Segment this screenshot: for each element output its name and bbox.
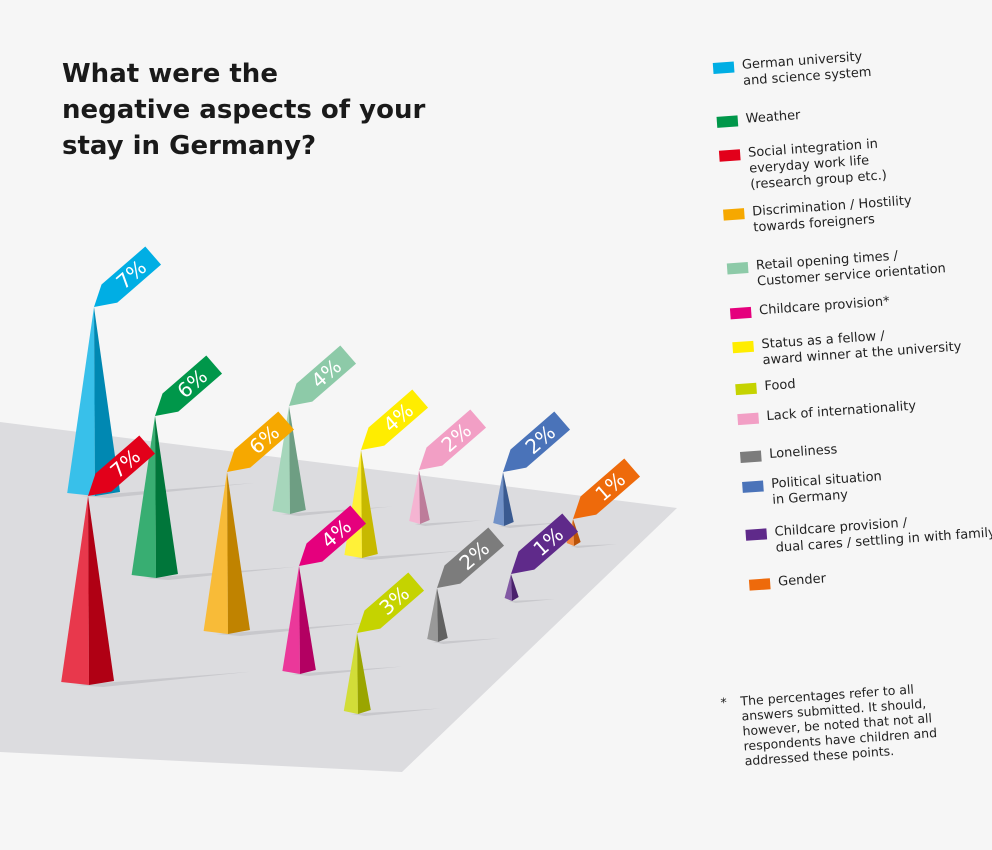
legend-swatch xyxy=(745,528,768,541)
spike-side xyxy=(437,588,448,642)
value-flag-shape xyxy=(357,572,425,633)
value-flag-shape xyxy=(511,513,579,574)
spike-face xyxy=(493,472,504,526)
spike-side xyxy=(94,307,121,496)
value-flag: 4% xyxy=(289,345,357,406)
spike-face xyxy=(427,588,438,642)
legend-swatch xyxy=(729,306,752,320)
legend-swatch xyxy=(718,149,741,162)
spike-face xyxy=(67,307,95,496)
spike-face xyxy=(343,633,358,714)
value-flag: 4% xyxy=(299,505,367,566)
legend-swatch xyxy=(716,115,739,128)
legend-swatch xyxy=(726,262,749,275)
spike-political-situation-in-germany: 2% xyxy=(493,411,571,526)
spike-german-university-and-science-system: 7% xyxy=(67,246,162,496)
legend-swatch xyxy=(739,450,762,463)
spike-discrimination-hostility-towards-foreigners: 6% xyxy=(203,411,295,634)
spike-side xyxy=(299,566,316,674)
value-flag: 7% xyxy=(94,246,162,307)
spike-side xyxy=(361,450,378,558)
spike-face xyxy=(282,566,300,674)
shadow-status-as-a-fellow-award-winner-at-the-university xyxy=(353,550,465,560)
spike-side xyxy=(227,472,250,634)
value-flag-shape xyxy=(88,435,156,496)
value-flag: 2% xyxy=(419,409,487,470)
spike-food: 3% xyxy=(343,572,425,714)
shadow-childcare-provision-dual-cares-settling-in-with-family xyxy=(508,599,555,603)
legend-swatch xyxy=(723,208,745,221)
spike-lack-of-internationality: 2% xyxy=(409,409,487,524)
value-flag-shape xyxy=(437,527,505,588)
value-flag-shape xyxy=(155,355,223,416)
shadow-political-situation-in-germany xyxy=(498,522,567,528)
shadow-german-university-and-science-system xyxy=(81,482,257,498)
spike-side xyxy=(155,416,178,578)
legend-swatch xyxy=(742,480,764,493)
title-line: stay in Germany? xyxy=(62,131,317,161)
spike-side xyxy=(503,472,514,526)
shadow-loneliness xyxy=(432,638,501,644)
spike-face xyxy=(61,496,89,685)
shadow-lack-of-internationality xyxy=(414,520,483,526)
value-flag-shape xyxy=(299,505,367,566)
value-flag-shape xyxy=(94,246,162,307)
value-flag-shape xyxy=(289,345,357,406)
value-flag: 6% xyxy=(155,355,223,416)
spike-side xyxy=(511,574,519,601)
value-flag-shape xyxy=(503,411,571,472)
value-flag-shape xyxy=(227,411,295,472)
legend-swatch xyxy=(737,412,760,426)
legend-swatch xyxy=(732,340,755,354)
legend-swatch xyxy=(748,578,771,591)
value-flag: 4% xyxy=(361,389,429,450)
shadow-childcare-provision xyxy=(291,666,403,676)
shadow-food xyxy=(350,708,441,716)
spike-side xyxy=(419,470,430,524)
spike-face xyxy=(504,574,512,601)
title-line: negative aspects of your xyxy=(62,95,426,125)
value-flag-shape xyxy=(573,458,641,519)
value-flag-shape xyxy=(361,389,429,450)
footnote-text: The percentages refer to all answers sub… xyxy=(740,678,975,768)
shadow-gender xyxy=(570,544,617,548)
spike-face xyxy=(203,472,228,634)
chart-title: What were the negative aspects of your s… xyxy=(62,56,442,164)
value-flag-shape xyxy=(419,409,487,470)
title-line: What were the xyxy=(62,59,278,89)
legend-swatch xyxy=(735,382,757,396)
footnote-marker: * xyxy=(720,694,728,710)
spike-face xyxy=(409,470,420,524)
spike-childcare-provision: 4% xyxy=(282,505,367,674)
spike-side xyxy=(357,633,371,714)
legend-swatch xyxy=(712,61,735,74)
value-flag: 2% xyxy=(503,411,571,472)
spike-side xyxy=(289,406,306,514)
shadow-social-integration-in-everyday-work-life-research-group-etc xyxy=(75,671,251,687)
spike-side xyxy=(88,496,115,685)
